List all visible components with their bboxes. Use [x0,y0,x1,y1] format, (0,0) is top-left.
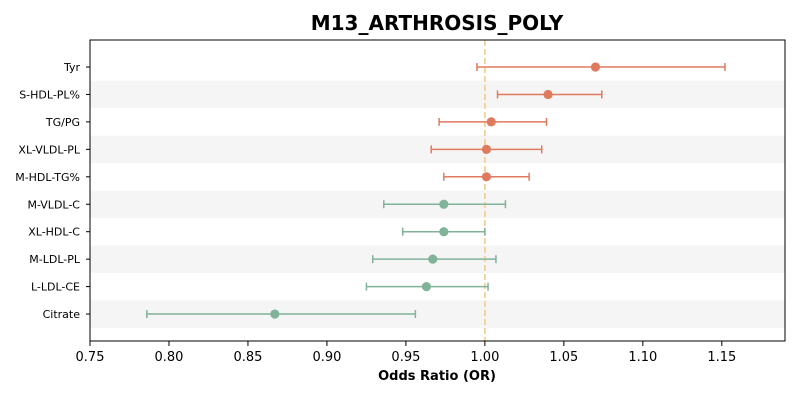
odds-ratio-point [428,254,438,264]
odds-ratio-point [439,199,449,209]
y-tick-label: Tyr [63,61,81,74]
x-tick-label: 0.80 [155,350,184,365]
x-tick-label: 1.15 [707,350,736,365]
y-tick-labels: Tyr S-HDL-PL% TG/PG XL-VLDL-PL M-HDL-TG% M-VL… [15,61,90,321]
odds-ratio-point [543,89,553,100]
y-tick-label: XL-HDL-C [28,226,80,239]
x-tick-label: 1.00 [470,350,499,365]
y-tick-label: S-HDL-PL% [19,88,80,101]
row-band [90,80,785,109]
y-tick-label: Citrate [43,308,81,321]
forest-row [383,199,507,209]
odds-ratio-point [481,172,492,182]
y-tick-label: M-HDL-TG% [15,171,80,184]
forest-row [443,172,530,182]
x-tick-label: 1.05 [549,350,578,365]
odds-ratio-point [270,309,280,319]
y-tick-label: L-LDL-CE [31,281,80,294]
x-tick-label: 0.75 [76,350,105,365]
x-axis: 0.75 0.80 0.85 0.90 0.95 1.00 1.05 1.10 1.15 [76,341,736,365]
y-tick-label: M-LDL-PL [29,253,81,266]
y-tick-label: TG/PG [45,116,80,129]
y-tick-label: XL-VLDL-PL [18,143,80,156]
forest-row [402,227,486,237]
x-tick-label: 0.90 [312,350,341,365]
forest-row [476,62,726,72]
chart-title: M13_ARTHROSIS_POLY [311,11,564,35]
x-tick-label: 1.10 [628,350,657,365]
odds-ratio-point [481,144,492,154]
forest-row [146,309,417,319]
y-tick-label: M-VLDL-C [27,198,80,211]
forest-row [371,254,497,264]
odds-ratio-point [486,117,496,127]
forest-row [438,117,548,127]
chart-marks [146,62,726,319]
x-tick-label: 0.85 [233,350,262,365]
odds-ratio-point [439,227,449,237]
forest-row [496,89,603,100]
forest-row [365,282,489,292]
x-tick-label: 0.95 [391,350,420,365]
odds-ratio-point [590,62,601,72]
plot-frame [89,39,786,342]
forest-row [430,144,543,154]
x-axis-label: Odds Ratio (OR) [378,369,496,384]
odds-ratio-point [421,282,432,292]
